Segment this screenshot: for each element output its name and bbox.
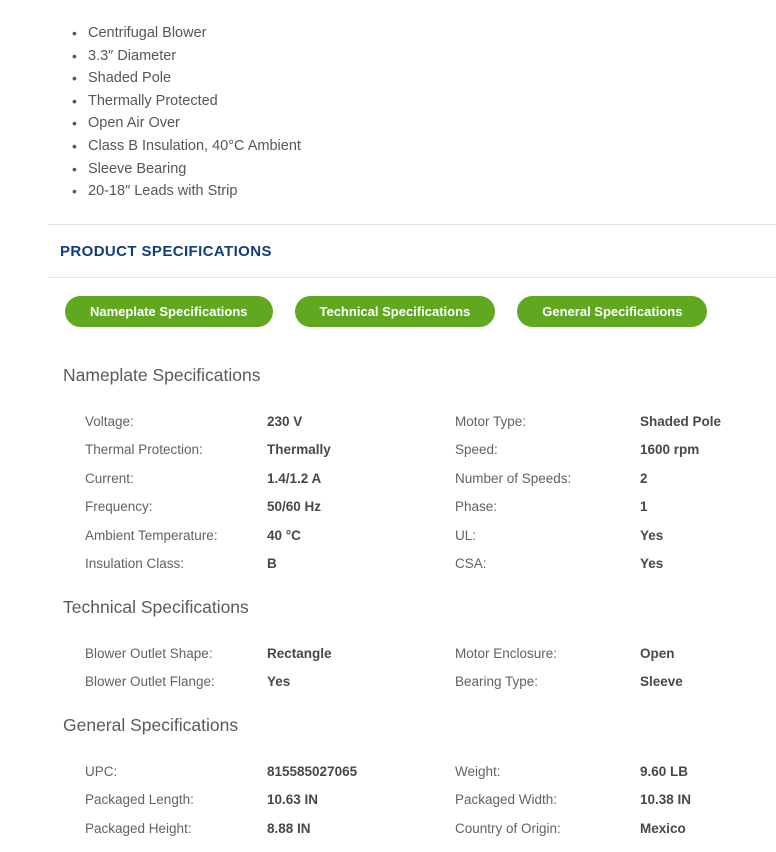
feature-item: 3.3″ Diameter	[71, 45, 776, 68]
spec-value: 50/60 Hz	[267, 499, 322, 514]
spec-value: 2	[640, 470, 648, 486]
spec-label: UPC:	[85, 763, 118, 779]
spec-value: Mexico	[640, 820, 686, 836]
spec-value: Thermally	[267, 442, 331, 457]
spec-value: 1.4/1.2 A	[267, 470, 322, 486]
section-title: Technical Specifications	[63, 596, 249, 617]
spec-value: Rectangle	[267, 645, 332, 661]
product-specifications-header: PRODUCT SPECIFICATIONS	[60, 242, 272, 260]
spec-value: 815585027065	[267, 763, 358, 779]
feature-item: 20-18″ Leads with Strip	[71, 180, 776, 203]
spec-value: Sleeve	[640, 674, 683, 689]
spec-label: Number of Speeds:	[455, 470, 572, 486]
spec-label: Blower Outlet Shape:	[85, 645, 213, 661]
spec-label: Packaged Height:	[85, 820, 192, 836]
feature-item: Shaded Pole	[71, 67, 776, 90]
spec-label: Phase:	[455, 499, 498, 514]
divider	[48, 276, 776, 278]
spec-value: 10.63 IN	[267, 792, 319, 807]
spec-value: 230 V	[267, 413, 303, 429]
spec-label: Insulation Class:	[85, 556, 185, 571]
tab-nameplate-specifications[interactable]: Nameplate Specifications	[65, 295, 273, 327]
spec-value: Yes	[640, 527, 664, 543]
tab-technical-specifications[interactable]: Technical Specifications	[294, 295, 496, 327]
spec-label: Current:	[85, 470, 134, 486]
spec-tab-buttons: Nameplate Specifications Technical Speci…	[65, 295, 776, 327]
feature-item: Class B Insulation, 40°C Ambient	[71, 135, 776, 158]
spec-value: Open	[640, 645, 675, 661]
spec-label: Bearing Type:	[455, 674, 539, 689]
spec-value: Shaded Pole	[640, 413, 722, 429]
spec-label: Voltage:	[85, 413, 134, 429]
spec-value: 1600 rpm	[640, 442, 700, 457]
spec-label: UL:	[455, 527, 477, 543]
spec-value: 40 °C	[267, 527, 301, 543]
feature-item: Sleeve Bearing	[71, 158, 776, 181]
spec-value: Yes	[267, 674, 291, 689]
general-specifications-section: General Specifications UPC: 815585027065…	[0, 715, 776, 843]
spec-table: UPC: 815585027065 Weight: 9.60 LB Packag…	[85, 757, 736, 843]
spec-table: Voltage: 230 V Motor Type: Shaded Pole T…	[85, 407, 736, 578]
section-title: Nameplate Specifications	[63, 364, 261, 385]
tab-general-specifications[interactable]: General Specifications	[517, 295, 708, 327]
spec-value: 10.38 IN	[640, 792, 692, 807]
spec-label: Thermal Protection:	[85, 442, 203, 457]
divider	[48, 223, 776, 225]
section-title: General Specifications	[63, 714, 239, 735]
spec-label: CSA:	[455, 556, 487, 571]
technical-specifications-section: Technical Specifications Blower Outlet S…	[0, 597, 776, 696]
spec-label: Ambient Temperature:	[85, 527, 218, 543]
spec-value: Yes	[640, 556, 664, 571]
spec-value: 8.88 IN	[267, 820, 311, 836]
feature-item: Thermally Protected	[71, 90, 776, 113]
spec-value: 1	[640, 499, 648, 514]
spec-table: Blower Outlet Shape: Rectangle Motor Enc…	[85, 639, 736, 696]
spec-label: Packaged Length:	[85, 792, 194, 807]
spec-label: Motor Type:	[455, 413, 527, 429]
spec-label: Speed:	[455, 442, 498, 457]
spec-label: Packaged Width:	[455, 792, 558, 807]
spec-label: Country of Origin:	[455, 820, 561, 836]
spec-value: B	[267, 556, 277, 571]
spec-label: Weight:	[455, 763, 501, 779]
feature-item: Open Air Over	[71, 112, 776, 135]
feature-item: Centrifugal Blower	[71, 22, 776, 45]
spec-label: Frequency:	[85, 499, 153, 514]
spec-value: 9.60 LB	[640, 763, 689, 779]
spec-label: Motor Enclosure:	[455, 645, 558, 661]
nameplate-specifications-section: Nameplate Specifications Voltage: 230 V …	[0, 365, 776, 578]
feature-list: Centrifugal Blower 3.3″ Diameter Shaded …	[71, 22, 776, 203]
spec-label: Blower Outlet Flange:	[85, 674, 215, 689]
